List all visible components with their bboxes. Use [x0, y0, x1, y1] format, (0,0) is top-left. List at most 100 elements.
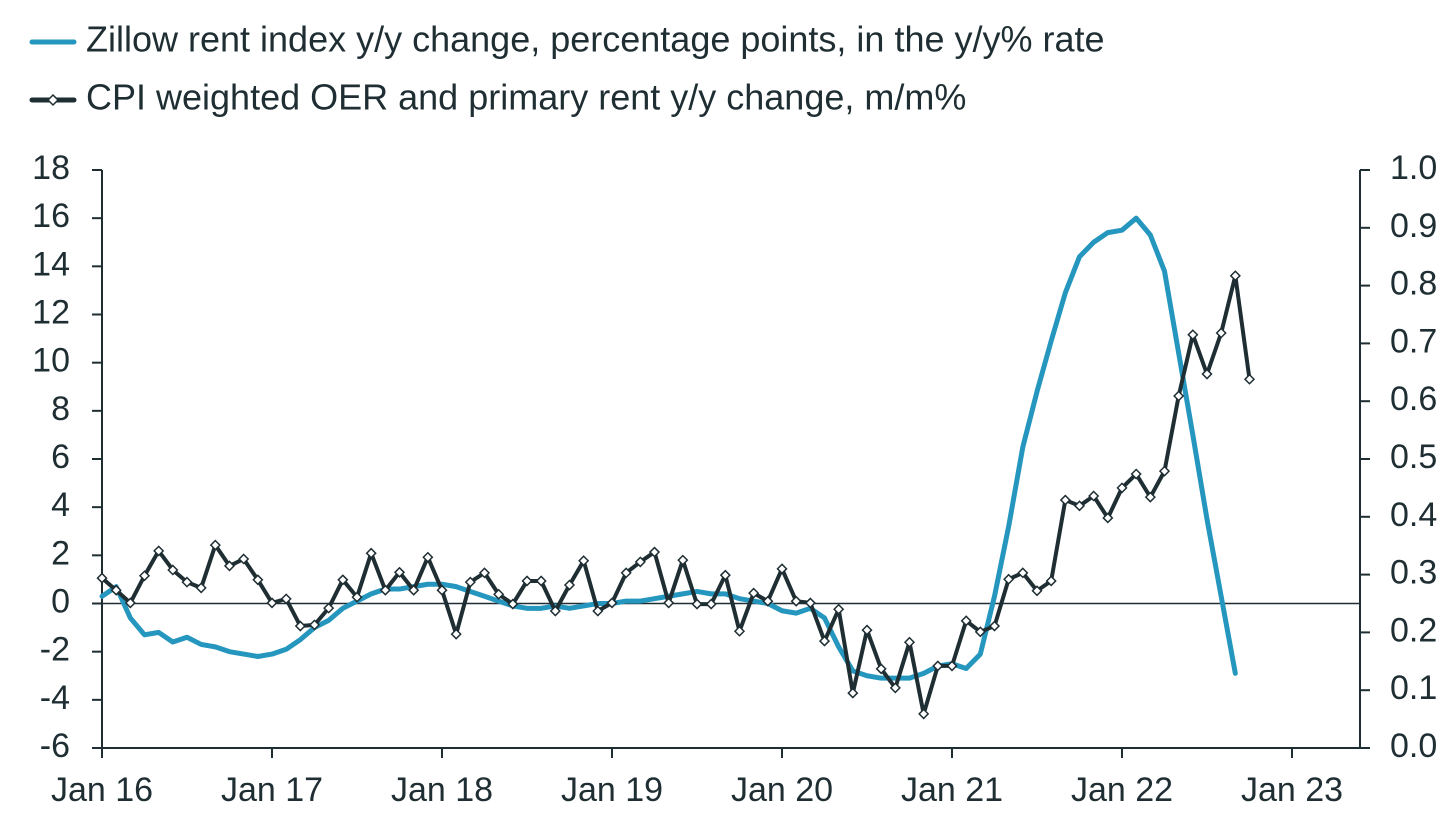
point-marker: [677, 554, 689, 566]
point-marker: [1017, 567, 1029, 579]
point-marker: [1116, 482, 1128, 494]
point-marker: [521, 575, 533, 587]
point-marker: [493, 588, 505, 600]
point-marker: [861, 624, 873, 636]
series-line: [100, 273, 1252, 716]
y-tick-label: 12: [32, 293, 70, 331]
y-tick-label: -4: [40, 679, 70, 717]
legend-label: CPI weighted OER and primary rent y/y ch…: [86, 77, 966, 118]
point-marker: [379, 584, 391, 596]
point-marker: [1243, 373, 1256, 385]
x-tick-label: Jan 21: [901, 771, 1003, 809]
point-marker: [988, 620, 1001, 632]
point-marker: [1073, 500, 1086, 512]
point-marker: [1003, 573, 1015, 585]
point-marker: [606, 597, 618, 609]
point-marker: [1045, 575, 1057, 587]
point-marker: [1059, 494, 1071, 506]
point-marker: [365, 547, 377, 559]
point-marker: [223, 560, 236, 572]
y2-tick-label: 0.4: [1390, 496, 1437, 534]
point-marker: [549, 605, 561, 617]
legend-marker: [46, 93, 60, 107]
point-marker: [1229, 270, 1241, 282]
y-tick-label: 2: [51, 534, 70, 572]
point-marker: [648, 546, 661, 558]
point-marker: [1102, 512, 1114, 524]
point-marker: [974, 626, 986, 638]
point-marker: [960, 615, 972, 627]
point-marker: [294, 620, 306, 632]
point-marker: [478, 567, 491, 579]
point-marker: [691, 598, 703, 610]
point-marker: [804, 597, 816, 609]
x-tick-label: Jan 22: [1071, 771, 1173, 809]
y2-tick-label: 0.9: [1390, 207, 1437, 245]
point-marker: [932, 660, 944, 672]
point-marker: [1215, 327, 1227, 339]
point-marker: [351, 591, 363, 603]
point-marker: [209, 539, 221, 551]
point-marker: [507, 598, 519, 610]
point-marker: [124, 597, 136, 609]
point-marker: [195, 582, 207, 594]
point-marker: [663, 597, 675, 609]
point-marker: [110, 584, 122, 596]
y2-tick-label: 1.0: [1390, 149, 1437, 187]
point-marker: [323, 602, 335, 614]
point-marker: [1201, 368, 1213, 380]
point-marker: [733, 625, 746, 637]
y2-tick-label: 0.5: [1390, 438, 1437, 476]
x-tick-label: Jan 23: [1241, 771, 1343, 809]
point-marker: [464, 576, 476, 588]
point-marker: [1187, 329, 1199, 341]
y2-tick-label: 0.2: [1390, 611, 1437, 649]
point-marker: [280, 593, 292, 605]
y-tick-label: 18: [32, 149, 70, 187]
x-tick-label: Jan 19: [561, 771, 663, 809]
point-marker: [592, 605, 604, 617]
y2-tick-label: 0.8: [1390, 265, 1437, 303]
y-tick-label: 8: [51, 390, 70, 428]
point-marker: [308, 619, 321, 631]
y-tick-label: -2: [40, 631, 70, 669]
y2-tick-label: 0.6: [1390, 380, 1437, 418]
y2-tick-label: 0.3: [1390, 554, 1437, 592]
point-marker: [620, 567, 632, 579]
y-tick-label: 4: [51, 486, 70, 524]
point-marker: [450, 628, 462, 640]
point-marker: [238, 553, 250, 565]
y-tick-label: 14: [32, 245, 70, 283]
point-marker: [719, 569, 731, 581]
point-marker: [833, 603, 845, 615]
point-marker: [1158, 465, 1171, 477]
series-line: [99, 215, 1238, 681]
point-marker: [1173, 390, 1185, 402]
x-tick-label: Jan 16: [51, 771, 153, 809]
y-tick-label: 16: [32, 197, 70, 235]
point-marker: [790, 595, 802, 607]
point-marker: [266, 597, 278, 609]
point-marker: [563, 579, 576, 591]
point-marker: [847, 687, 859, 699]
y2-tick-label: 0.1: [1390, 669, 1437, 707]
x-tick-label: Jan 18: [391, 771, 493, 809]
point-marker: [1031, 585, 1043, 597]
point-marker: [96, 572, 108, 584]
y2-tick-label: 0.7: [1390, 322, 1437, 360]
point-marker: [762, 595, 774, 607]
point-marker: [818, 635, 831, 647]
point-marker: [422, 551, 434, 563]
point-marker: [167, 564, 179, 576]
point-marker: [705, 598, 717, 610]
point-marker: [153, 545, 165, 557]
point-marker: [748, 587, 760, 599]
y-tick-label: 10: [32, 342, 70, 380]
point-marker: [337, 574, 349, 586]
point-marker: [776, 563, 788, 575]
point-marker: [408, 584, 420, 596]
point-marker: [252, 574, 264, 586]
point-marker: [436, 584, 448, 596]
